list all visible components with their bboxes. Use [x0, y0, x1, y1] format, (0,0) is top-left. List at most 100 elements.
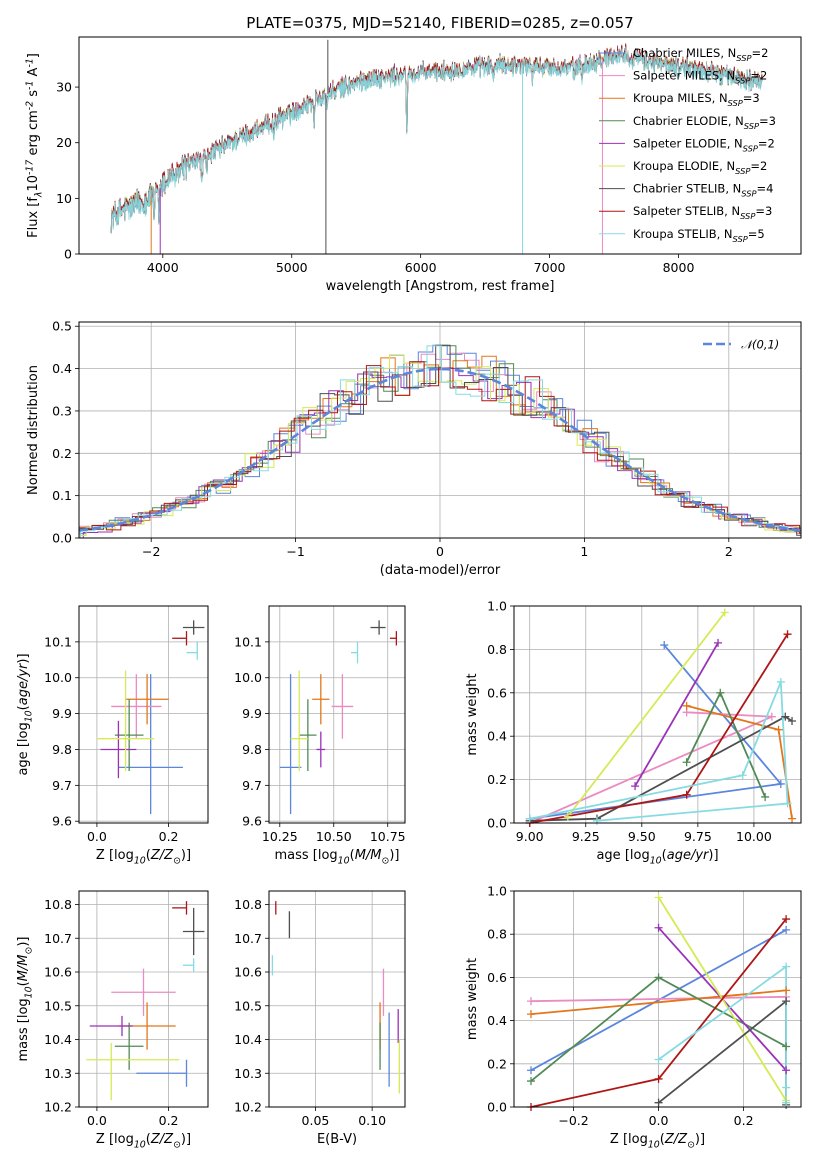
y-tick-label: 20: [56, 135, 72, 150]
mass-weight-marker: [767, 712, 776, 721]
y-tick-label: 0.6: [487, 685, 507, 700]
y-tick-label: 10.5: [234, 998, 262, 1013]
x-tick-label: 0.0: [87, 1113, 107, 1128]
x-tick-label: 2: [725, 544, 733, 559]
x-tick-label: 1: [580, 544, 588, 559]
mass-weight-marker: [527, 997, 536, 1006]
plot-area: [530, 897, 787, 1107]
residuals-panel: −2 −1 0 1 2 0.0 0.1 0.2 0.3 0.4 0.5 (data-model)/er…: [26, 319, 802, 578]
y-tick-label: 1.0: [487, 599, 507, 614]
errorbar-point: [172, 631, 188, 646]
legend-entry: Salpeter MILES, NSSP=2: [633, 69, 767, 86]
y-tick-label: 10.1: [44, 634, 72, 649]
mass-weight-marker: [783, 799, 792, 808]
mass-weight-marker: [782, 915, 791, 924]
mass-weight-line: [658, 964, 787, 1103]
mass-weight-marker: [776, 779, 785, 788]
x-tick-label: 0: [436, 544, 444, 559]
plot-area: [271, 901, 400, 1094]
errorbar-point: [182, 958, 195, 972]
x-tick-label: −1: [286, 544, 304, 559]
y-tick-label: 9.7: [52, 778, 72, 793]
age-vs-metallicity-panel: 0.0 0.2 9.6 9.7 9.8 9.9 10.0 10.1 Z [log10(Z/Z⊙)…: [16, 605, 209, 867]
errorbar-point: [299, 699, 317, 771]
x-tick-label: 0.0: [649, 1113, 669, 1128]
x-axis-label: wavelength [Angstrom, rest frame]: [326, 279, 555, 294]
y-axis-label: Flux [fλ10-17 erg cm-2 s-1 A-1]: [25, 53, 45, 238]
x-tick-label: 9.75: [684, 829, 712, 844]
mass-weight-marker: [682, 701, 691, 710]
x-tick-label: −0.2: [558, 1113, 588, 1128]
y-tick-label: 0.2: [487, 1056, 507, 1071]
x-tick-label: 9.50: [628, 829, 656, 844]
y-tick-label: 9.6: [242, 814, 262, 829]
mass-weight-marker: [716, 688, 725, 697]
mass-vs-metallicity-panel: 0.0 0.2 10.2 10.3 10.4 10.5 10.6 10.7 10.8 Z [log…: [16, 890, 209, 1151]
y-axis-label: mass weight: [465, 958, 480, 1040]
y-tick-label: 10.8: [44, 897, 72, 912]
y-axis-label: Normed distribution: [26, 365, 41, 495]
mass-weight-marker: [631, 782, 640, 791]
legend-entry: Salpeter ELODIE, NSSP=2: [633, 136, 775, 153]
y-tick-label: 0.1: [52, 488, 72, 503]
x-tick-label: 10.50: [316, 829, 352, 844]
y-axis-label: mass weight: [465, 673, 480, 755]
mass-weight-marker: [788, 814, 797, 823]
errorbar-point: [125, 674, 169, 725]
y-tick-label: 0.4: [52, 361, 72, 376]
age-vs-mass-panel: 10.25 10.50 10.75 9.6 9.7 9.8 9.9 10.0 10.1 mass …: [234, 605, 406, 867]
errorbar-point: [89, 1015, 133, 1037]
mass-weight-marker: [738, 771, 747, 780]
x-axis-label: age [log10(age/yr)]: [596, 848, 718, 867]
model-spectrum-line: [110, 46, 763, 235]
errorbar-point: [186, 641, 198, 660]
y-tick-label: 10.2: [44, 1100, 72, 1115]
mass-weight-marker: [782, 962, 791, 971]
errorbar-point: [111, 674, 162, 739]
y-tick-label: 0.6: [487, 970, 507, 985]
mass-weight-marker: [782, 925, 791, 934]
x-tick-label: 8000: [663, 260, 695, 275]
errorbar-point: [100, 720, 137, 779]
y-tick-label: 10.6: [44, 965, 72, 980]
mass-weight-marker: [788, 717, 797, 726]
mass-weight-line: [634, 642, 719, 787]
mass-weight-marker: [654, 1074, 663, 1083]
mass-weight-marker: [782, 1098, 791, 1107]
y-tick-label: 0.8: [487, 927, 507, 942]
x-tick-label: 9.00: [516, 829, 544, 844]
errorbar-point: [279, 674, 302, 815]
errorbar-point: [312, 674, 330, 725]
y-tick-label: 10.2: [234, 1100, 262, 1115]
x-tick-label: 0.10: [358, 1113, 386, 1128]
mass-weight-marker: [720, 608, 729, 617]
errorbar-point: [182, 907, 205, 956]
y-tick-label: 9.8: [242, 742, 262, 757]
errorbar-point: [111, 968, 176, 1016]
legend-entry: Kroupa MILES, NSSP=3: [633, 91, 760, 108]
plot-area: [79, 344, 801, 538]
legend-entry: Kroupa ELODIE, NSSP=2: [633, 159, 767, 176]
plot-area: [96, 620, 205, 815]
residual-histogram: [79, 344, 801, 536]
y-tick-label: 10.7: [44, 931, 72, 946]
x-tick-label: 0.2: [734, 1113, 754, 1128]
x-tick-label: 10.25: [262, 829, 298, 844]
y-tick-label: 0: [64, 247, 72, 262]
y-tick-label: 0.4: [487, 729, 507, 744]
figure-title: PLATE=0375, MJD=52140, FIBERID=0285, z=0…: [246, 14, 633, 32]
y-tick-label: 0.2: [487, 772, 507, 787]
errorbar-point: [114, 699, 144, 771]
x-tick-label: 10.75: [370, 829, 406, 844]
mass-vs-extinction-panel: 0.05 0.10 10.2 10.3 10.4 10.5 10.6 10.7 10.8 E(B-…: [234, 890, 406, 1147]
y-tick-label: 9.7: [242, 778, 262, 793]
axes-frame: [268, 890, 406, 1108]
errorbar-point: [86, 1042, 180, 1101]
weight-vs-metallicity-panel: −0.2 0.0 0.2 0.0 0.2 0.4 0.6 0.8 1.0 Z [log10(Z/Z…: [465, 884, 802, 1151]
x-tick-label: 7000: [534, 260, 566, 275]
legend-entry: Chabrier STELIB, NSSP=4: [633, 182, 773, 199]
x-axis-label: Z [log10(Z/Z⊙)]: [96, 1132, 191, 1151]
x-tick-label: 0.0: [87, 829, 107, 844]
mass-weight-marker: [714, 638, 723, 647]
errorbar-point: [136, 1059, 188, 1087]
